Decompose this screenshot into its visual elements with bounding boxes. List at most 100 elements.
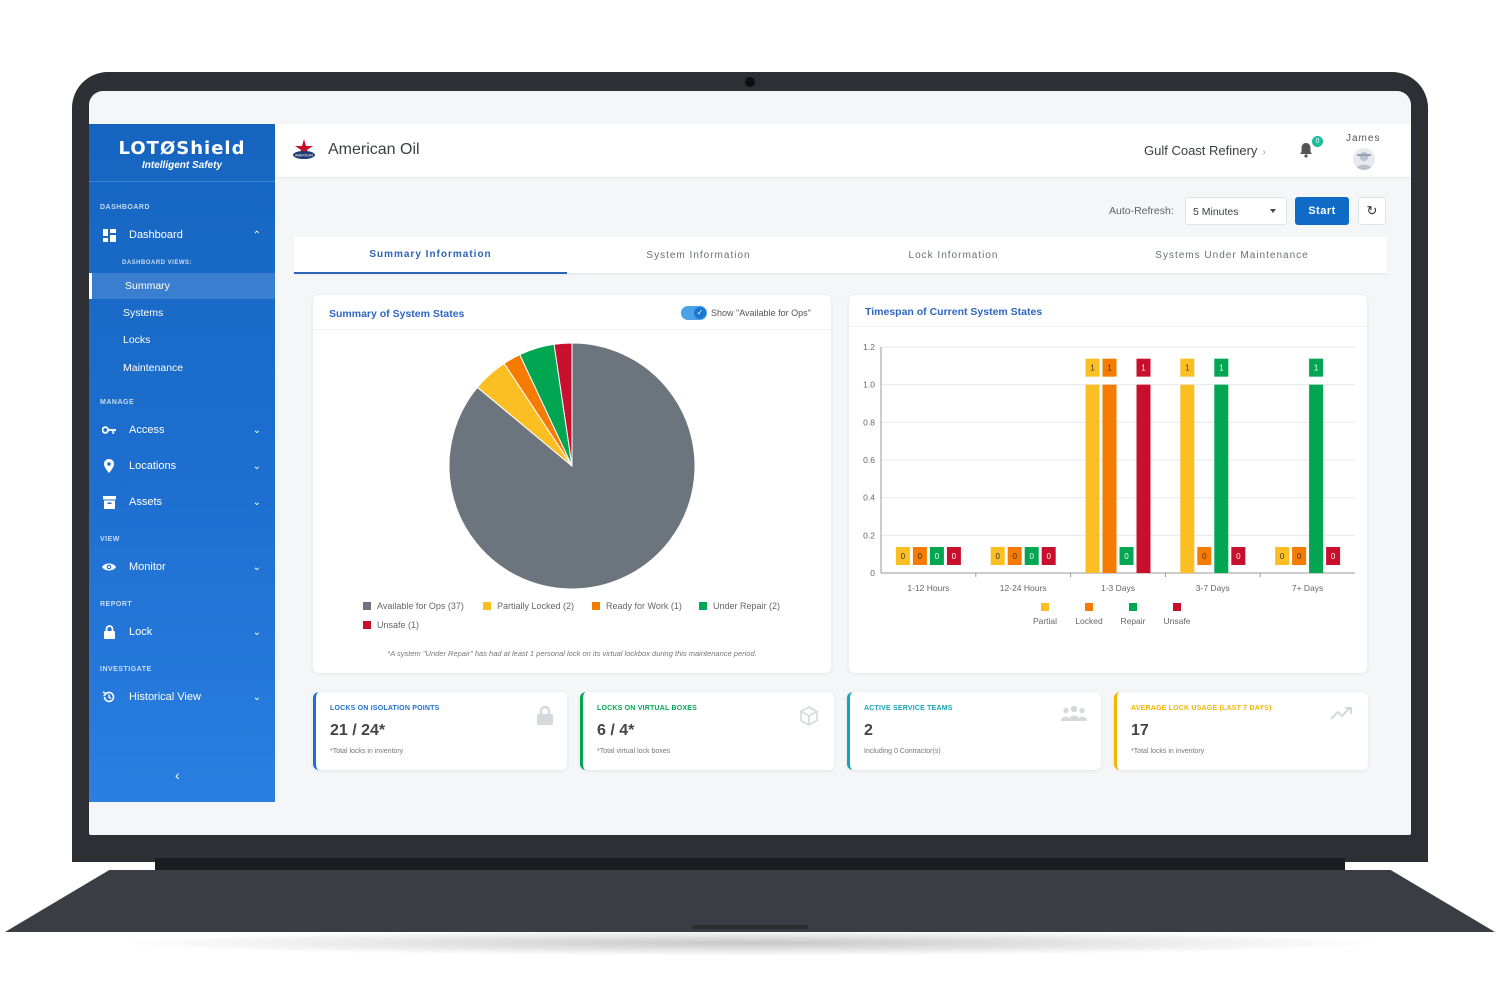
stat-card-average-lock-usage[interactable]: AVERAGE LOCK USAGE (LAST 7 DAYS) 17 *Tot… [1114, 692, 1368, 770]
page-title: American Oil [328, 141, 420, 158]
sidebar-item-label: Lock [129, 626, 153, 638]
pie-chart-card: Summary of System States ✓ Show "Availab… [313, 295, 831, 673]
sidebar-item-label: Assets [129, 496, 163, 508]
sidebar-item-historical-view[interactable]: Historical View ⌄ [89, 682, 275, 712]
padlock-icon [537, 705, 553, 730]
legend-label: Under Repair (2) [713, 601, 781, 611]
bar-value-label: 1 [1219, 364, 1224, 373]
section-dashboard-views: DASHBOARD VIEWS: [122, 260, 193, 266]
brand-logo[interactable]: LOTØShield Intelligent Safety [89, 124, 275, 182]
sidebar-item-access[interactable]: Access ⌄ [89, 415, 275, 445]
auto-refresh-select[interactable]: 5 Minutes [1185, 197, 1287, 225]
bar-value-box [1231, 547, 1246, 565]
stat-title: ACTIVE SERVICE TEAMS [864, 705, 953, 712]
available-toggle[interactable]: ✓ [681, 306, 707, 320]
sidebar-subitem-systems[interactable]: Systems [123, 307, 164, 319]
sidebar-item-locations[interactable]: Locations ⌄ [89, 451, 275, 481]
bar-value-box [1136, 358, 1151, 377]
laptop-notch [692, 925, 808, 929]
stat-card-service-teams[interactable]: ACTIVE SERVICE TEAMS 2 Including 0 Contr… [847, 692, 1101, 770]
bar-value-label: 0 [1297, 552, 1302, 561]
x-tick-label: 3-7 Days [1196, 583, 1230, 593]
bar-value-label: 0 [1202, 552, 1207, 561]
legend-label: Repair [1120, 616, 1145, 626]
caret-down-icon [1270, 209, 1276, 213]
pie-legend-item[interactable]: Unsafe (1) [363, 620, 419, 630]
sidebar-subitem-maintenance[interactable]: Maintenance [123, 362, 184, 374]
y-tick-label: 1.2 [863, 342, 875, 352]
sidebar-item-lock[interactable]: Lock ⌄ [89, 617, 275, 647]
laptop-hinge [155, 858, 1345, 872]
stat-value: 2 [864, 722, 873, 739]
laptop-base [5, 870, 1495, 932]
refresh-icon[interactable]: ↻ [1358, 197, 1386, 225]
legend-label: Ready for Work (1) [606, 601, 682, 611]
site-selector[interactable]: Gulf Coast Refinery › [1144, 143, 1266, 158]
chevron-up-icon: ⌃ [252, 229, 261, 241]
start-button[interactable]: Start [1295, 197, 1349, 225]
bar-value-label: 0 [995, 552, 1000, 561]
avatar[interactable] [1353, 148, 1375, 170]
x-tick-label: 1-12 Hours [907, 583, 949, 593]
bar [1102, 384, 1117, 573]
sidebar-item-assets[interactable]: Assets ⌄ [89, 487, 275, 517]
bar-card-title: Timespan of Current System States [865, 306, 1043, 318]
dashboard-icon [102, 228, 116, 242]
chevron-down-icon: ⌄ [252, 626, 261, 638]
tab-systems-under-maintenance[interactable]: Systems Under Maintenance [1155, 250, 1309, 261]
chevron-down-icon: ⌄ [252, 460, 261, 472]
pie-legend-item[interactable]: Available for Ops (37) [363, 601, 464, 611]
bell-icon[interactable] [1299, 142, 1313, 163]
bar-value-box [929, 547, 944, 565]
bar-value-label: 0 [1046, 552, 1051, 561]
bar-value-label: 0 [918, 552, 923, 561]
bar-value-label: 0 [935, 552, 940, 561]
tab-summary-information[interactable]: Summary Information [294, 237, 567, 274]
chevron-down-icon: ⌄ [252, 496, 261, 508]
bar [1085, 384, 1100, 573]
stat-value: 21 / 24* [330, 722, 386, 739]
auto-refresh-value: 5 Minutes [1193, 206, 1239, 218]
history-icon [102, 690, 116, 704]
stat-note: *Total virtual lock boxes [597, 748, 671, 755]
chevron-down-icon: ⌄ [252, 424, 261, 436]
tab-lock-information[interactable]: Lock Information [908, 250, 999, 261]
sidebar-item-dashboard[interactable]: Dashboard ⌃ [89, 220, 275, 250]
stat-value: 17 [1131, 722, 1149, 739]
pie-legend-item[interactable]: Ready for Work (1) [592, 601, 682, 611]
section-investigate: INVESTIGATE [100, 666, 152, 673]
sidebar-item-monitor[interactable]: Monitor ⌄ [89, 552, 275, 582]
collapse-sidebar-icon[interactable]: ‹ [175, 767, 180, 783]
pie-legend-item[interactable]: Partially Locked (2) [483, 601, 574, 611]
sidebar-subitem-summary[interactable]: Summary [89, 273, 275, 299]
legend-swatch [483, 602, 491, 610]
camera-dot [745, 77, 755, 87]
sidebar-subitem-locks[interactable]: Locks [123, 334, 151, 346]
chevron-right-icon: › [1262, 147, 1266, 158]
bar-value-box [1180, 358, 1195, 377]
bar-value-box [895, 547, 910, 565]
pie-legend-item[interactable]: Under Repair (2) [699, 601, 780, 611]
bar-value-box [912, 547, 927, 565]
sidebar-item-label: Monitor [129, 561, 166, 573]
site-name: Gulf Coast Refinery [1144, 143, 1258, 158]
tab-system-information[interactable]: System Information [646, 250, 751, 261]
stat-card-virtual-box-locks[interactable]: LOCKS ON VIRTUAL BOXES 6 / 4* *Total vir… [580, 692, 834, 770]
bar-value-box [1197, 547, 1212, 565]
pie-footnote: *A system "Under Repair" has had at leas… [387, 649, 757, 658]
legend-swatch [592, 602, 600, 610]
screen: LOTØShield Intelligent Safety DASHBOARD … [89, 91, 1411, 835]
legend-label: Unsafe [1164, 616, 1191, 626]
stat-card-isolation-locks[interactable]: LOCKS ON ISOLATION POINTS 21 / 24* *Tota… [313, 692, 567, 770]
user-name[interactable]: James [1346, 133, 1381, 144]
legend-label: Unsafe (1) [377, 620, 420, 630]
top-bar: AMERICAN American Oil Gulf Coast Refiner… [275, 124, 1411, 178]
bar-value-label: 1 [1141, 364, 1146, 373]
stat-note: *Total locks in inventory [330, 748, 404, 755]
bar [1180, 384, 1195, 573]
bar-chart-card: Timespan of Current System States 0 0.2 0.… [849, 295, 1367, 673]
y-tick-label: 0.2 [863, 530, 875, 540]
legend-swatch [1173, 603, 1181, 611]
bar-value-label: 0 [1029, 552, 1034, 561]
